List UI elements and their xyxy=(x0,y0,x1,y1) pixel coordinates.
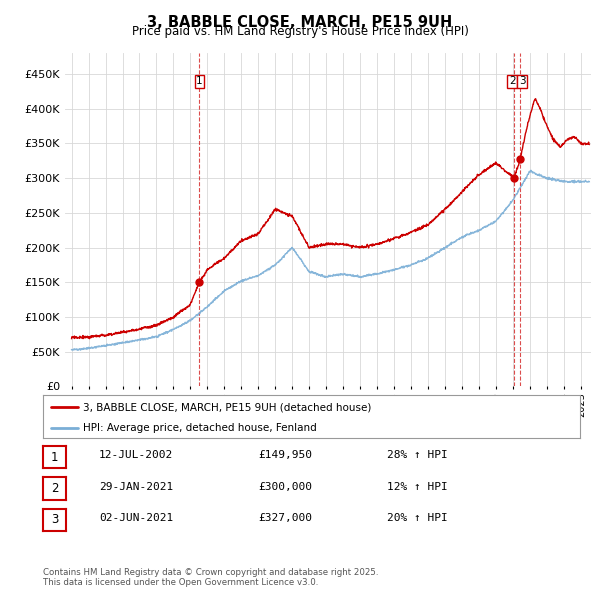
Text: 3, BABBLE CLOSE, MARCH, PE15 9UH: 3, BABBLE CLOSE, MARCH, PE15 9UH xyxy=(148,15,452,30)
Text: 3: 3 xyxy=(51,513,58,526)
Text: £300,000: £300,000 xyxy=(258,482,312,491)
Text: 12-JUL-2002: 12-JUL-2002 xyxy=(99,451,173,460)
Text: 12% ↑ HPI: 12% ↑ HPI xyxy=(387,482,448,491)
Text: 20% ↑ HPI: 20% ↑ HPI xyxy=(387,513,448,523)
Text: Price paid vs. HM Land Registry's House Price Index (HPI): Price paid vs. HM Land Registry's House … xyxy=(131,25,469,38)
Text: 3: 3 xyxy=(519,77,526,86)
Text: 1: 1 xyxy=(51,451,58,464)
Text: HPI: Average price, detached house, Fenland: HPI: Average price, detached house, Fenl… xyxy=(83,423,317,433)
Text: £327,000: £327,000 xyxy=(258,513,312,523)
Text: 3, BABBLE CLOSE, MARCH, PE15 9UH (detached house): 3, BABBLE CLOSE, MARCH, PE15 9UH (detach… xyxy=(83,402,372,412)
Text: 1: 1 xyxy=(196,77,203,86)
Text: 28% ↑ HPI: 28% ↑ HPI xyxy=(387,451,448,460)
Text: £149,950: £149,950 xyxy=(258,451,312,460)
Text: 2: 2 xyxy=(51,482,58,495)
Text: Contains HM Land Registry data © Crown copyright and database right 2025.
This d: Contains HM Land Registry data © Crown c… xyxy=(43,568,379,587)
Text: 29-JAN-2021: 29-JAN-2021 xyxy=(99,482,173,491)
Text: 2: 2 xyxy=(509,77,515,86)
Text: 02-JUN-2021: 02-JUN-2021 xyxy=(99,513,173,523)
